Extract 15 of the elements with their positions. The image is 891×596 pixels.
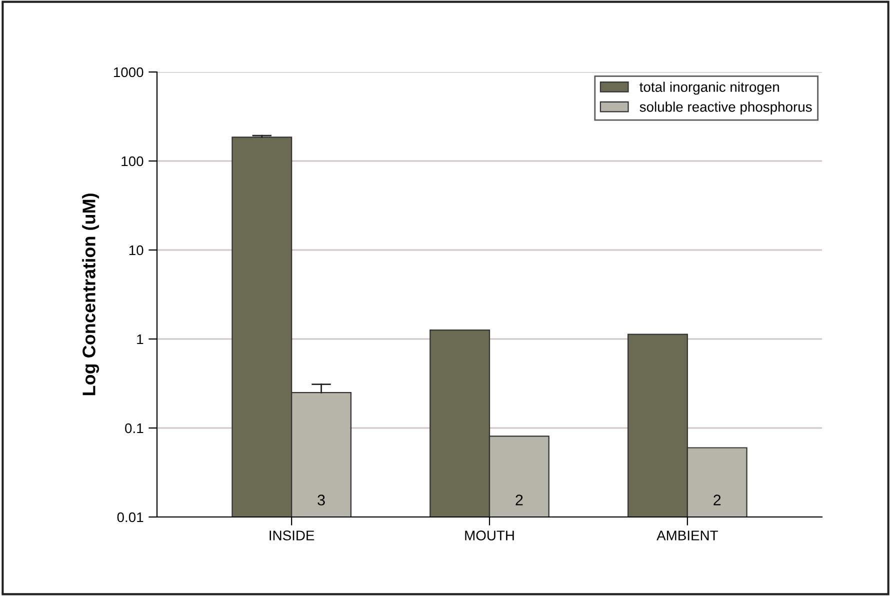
legend-label: total inorganic nitrogen bbox=[640, 82, 779, 95]
y-axis-title: Log Concentration (uM) bbox=[82, 194, 100, 396]
annotation: 2 bbox=[516, 494, 523, 506]
y-tick-label: 0.01 bbox=[117, 512, 144, 522]
y-tick-label: 0.1 bbox=[125, 423, 144, 434]
x-tick-label: INSIDE bbox=[270, 530, 314, 540]
x-tick-label: AMBIENT bbox=[656, 530, 718, 540]
annotation: 2 bbox=[714, 494, 721, 506]
x-tick-label: MOUTH bbox=[465, 530, 514, 540]
legend-label: soluble reactive phosphorus bbox=[640, 102, 812, 115]
y-tick-label: 100 bbox=[122, 156, 144, 166]
y-tick-label: 1 bbox=[137, 334, 144, 344]
y-tick-label: 10 bbox=[129, 245, 144, 256]
annotation: 3 bbox=[318, 494, 325, 506]
y-tick-label: 1000 bbox=[114, 67, 144, 78]
